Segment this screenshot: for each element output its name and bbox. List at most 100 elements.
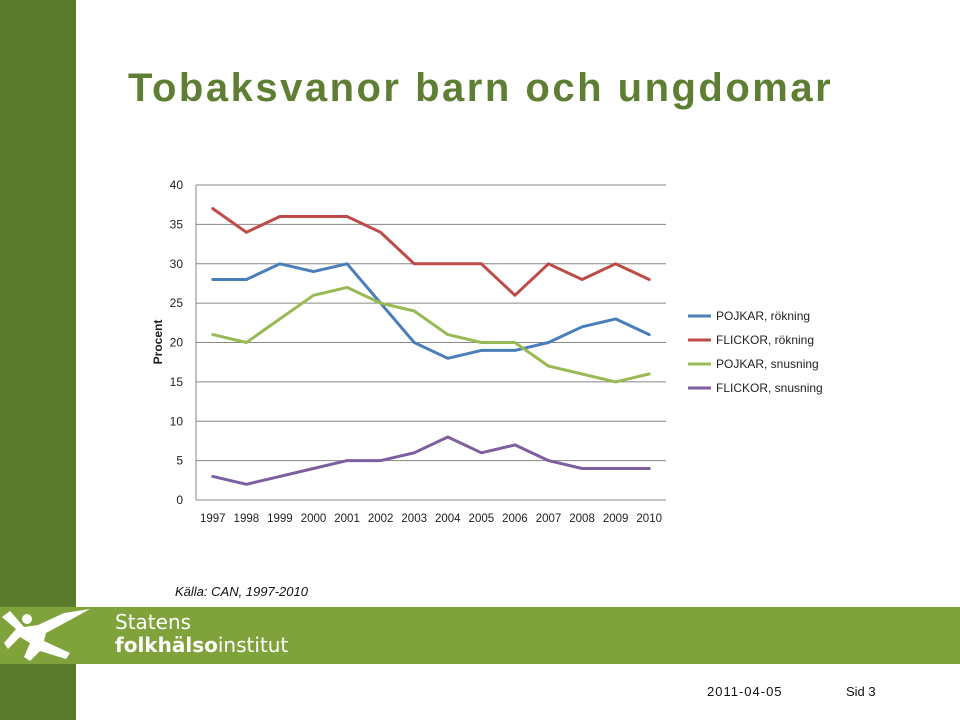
series-line: [211, 262, 651, 360]
x-tick-label: 1998: [234, 513, 260, 525]
logo-line-institute: folkhälsoinstitut: [115, 634, 288, 657]
data-point: [480, 349, 483, 352]
data-point: [446, 357, 449, 360]
x-tick-label: 2001: [334, 513, 360, 525]
data-point: [446, 262, 449, 265]
data-point: [580, 325, 584, 328]
data-point: [211, 278, 214, 281]
legend-label: FLICKOR, rökning: [716, 333, 814, 347]
data-point: [580, 372, 584, 376]
data-point: [648, 467, 651, 470]
logo-bold-part: folkhälso: [115, 633, 218, 657]
data-point: [513, 341, 517, 344]
data-point: [413, 451, 416, 454]
data-point: [312, 215, 315, 218]
data-point: [211, 333, 214, 336]
data-point: [345, 215, 349, 218]
series-line: [211, 285, 651, 384]
data-point: [446, 333, 449, 336]
source-note: Källa: CAN, 1997-2010: [175, 584, 308, 599]
data-point: [648, 372, 651, 376]
slide-page-number: Sid 3: [846, 684, 876, 699]
y-tick-label: 10: [170, 414, 184, 428]
data-point: [379, 231, 382, 234]
institute-logo-text: Statens folkhälsoinstitut: [115, 611, 288, 657]
y-tick-label: 20: [170, 336, 184, 350]
data-point: [312, 270, 315, 273]
data-point: [312, 467, 315, 470]
data-point: [480, 451, 483, 454]
data-point: [513, 294, 517, 297]
data-point: [379, 459, 382, 462]
data-point: [547, 459, 550, 462]
data-point: [345, 459, 349, 462]
data-point: [614, 317, 617, 321]
y-tick-label: 30: [170, 257, 184, 271]
x-tick-label: 2009: [603, 513, 629, 525]
data-point: [345, 262, 349, 265]
left-sidebar-bar: [0, 0, 76, 720]
logo-line-statens: Statens: [115, 610, 192, 634]
data-point: [580, 467, 584, 470]
data-point: [648, 333, 651, 336]
y-tick-label: 5: [176, 454, 183, 468]
y-axis-ticks: 0 5 10 15 20 25 30 35 40: [170, 178, 184, 507]
slide-title: Tobaksvanor barn och ungdomar: [128, 66, 834, 110]
series-line: [211, 207, 651, 297]
legend-label: FLICKOR, snusning: [716, 381, 823, 395]
legend-label: POJKAR, snusning: [716, 357, 819, 371]
data-point: [245, 278, 248, 281]
data-point: [648, 278, 651, 281]
x-tick-label: 2008: [569, 513, 595, 525]
y-tick-label: 0: [176, 493, 183, 507]
y-tick-label: 15: [170, 375, 184, 389]
data-point: [547, 364, 550, 368]
x-tick-label: 2004: [435, 513, 461, 525]
data-point: [547, 341, 550, 344]
y-axis-label: Procent: [151, 320, 165, 365]
data-point: [413, 262, 416, 265]
leaping-figure-logo-icon: [2, 609, 90, 661]
logo-regular-part: institut: [217, 633, 289, 657]
x-tick-label: 2000: [301, 513, 327, 525]
data-point: [480, 341, 483, 344]
data-point: [614, 262, 617, 265]
x-tick-label: 2006: [502, 513, 528, 525]
data-point: [614, 467, 617, 470]
data-point: [278, 215, 282, 218]
data-point: [513, 349, 517, 352]
data-point: [413, 341, 416, 344]
data-point: [480, 262, 483, 265]
data-point: [513, 443, 517, 447]
data-point: [312, 294, 315, 297]
data-point: [245, 483, 248, 486]
x-tick-label: 2002: [368, 513, 394, 525]
y-tick-label: 25: [170, 296, 184, 310]
chart-series: [211, 207, 651, 486]
y-tick-label: 40: [170, 178, 184, 192]
series-line: [211, 435, 651, 486]
data-point: [211, 475, 214, 478]
data-point: [278, 317, 282, 321]
y-tick-label: 35: [170, 217, 184, 231]
slide-date: 2011-04-05: [707, 684, 783, 699]
data-point: [413, 309, 416, 313]
data-point: [278, 262, 282, 265]
x-tick-label: 1999: [267, 513, 293, 525]
data-point: [245, 341, 248, 344]
data-point: [245, 231, 248, 234]
data-point: [379, 301, 382, 305]
chart-legend: POJKAR, rökning FLICKOR, rökning POJKAR, s…: [688, 309, 823, 395]
x-tick-label: 2003: [401, 513, 427, 525]
x-tick-label: 2007: [536, 513, 562, 525]
data-point: [580, 278, 584, 281]
legend-label: POJKAR, rökning: [716, 309, 810, 323]
data-point: [614, 380, 617, 384]
data-point: [446, 435, 449, 439]
x-axis-ticks: 1997 1998 1999 2000 2001 2002 2003 2004 2005 2006…: [200, 513, 662, 525]
data-point: [345, 286, 349, 289]
data-point: [547, 262, 550, 265]
x-tick-label: 2005: [469, 513, 495, 525]
data-point: [278, 475, 282, 478]
